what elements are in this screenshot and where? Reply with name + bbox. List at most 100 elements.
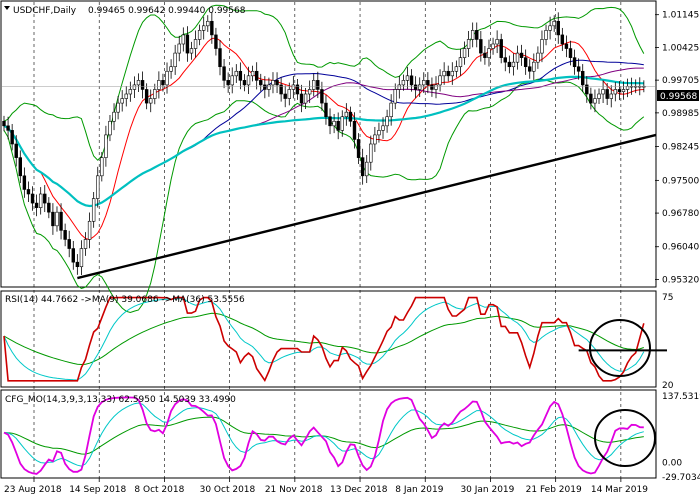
candle-147 — [601, 80, 605, 104]
candle-85 — [348, 106, 353, 127]
vertical-gridlines — [33, 2, 622, 478]
candle-6 — [26, 181, 31, 202]
candle-73 — [299, 84, 304, 113]
candle-99 — [405, 66, 410, 90]
candle-21 — [87, 212, 92, 249]
candle-59 — [242, 74, 247, 92]
candle-10 — [43, 185, 47, 213]
candle-87 — [356, 133, 361, 164]
candle-126 — [515, 45, 520, 70]
candle-119 — [487, 39, 491, 67]
axis-ticks: 1.01145 1.00425 0.99705 0.98985 0.98245 0.975… — [655, 11, 700, 483]
candle-123 — [503, 48, 507, 72]
x-tick-label-6: 8 Jan 2019 — [395, 485, 443, 495]
candle-74 — [303, 88, 308, 110]
candle-90 — [369, 135, 373, 171]
candle-93 — [381, 117, 385, 139]
x-tick-label-4: 21 Nov 2018 — [265, 485, 323, 495]
candle-88 — [360, 148, 365, 185]
candle-134 — [548, 16, 552, 40]
chart-title: USDCHF,Daily — [13, 6, 77, 16]
x-axis-labels: 23 Aug 2018 14 Sep 2018 8 Oct 2018 30 Oct 2… — [4, 478, 648, 495]
candle-20 — [83, 232, 88, 256]
candle-8 — [34, 194, 39, 217]
collapse-triangle-icon[interactable] — [4, 6, 10, 10]
candle-127 — [519, 44, 524, 66]
candle-102 — [417, 77, 422, 97]
y-tick-label-4: 0.98245 — [662, 143, 699, 153]
candle-113 — [462, 41, 467, 65]
candle-2 — [10, 123, 14, 151]
candle-54 — [222, 58, 226, 89]
candle-49 — [201, 16, 206, 40]
candle-122 — [499, 33, 503, 64]
candle-141 — [576, 58, 581, 80]
candle-16 — [67, 230, 71, 258]
candle-58 — [238, 62, 243, 90]
candle-116 — [475, 22, 479, 48]
candle-92 — [377, 122, 381, 143]
candle-15 — [63, 223, 67, 247]
candle-60 — [246, 66, 251, 94]
candle-139 — [568, 40, 573, 66]
x-tick-label-0: 23 Aug 2018 — [4, 485, 62, 495]
candle-143 — [585, 76, 589, 103]
candle-150 — [613, 82, 618, 102]
candle-125 — [511, 53, 516, 76]
candle-64 — [263, 76, 267, 99]
candle-106 — [434, 76, 438, 99]
candle-63 — [259, 73, 263, 92]
candle-83 — [340, 110, 344, 137]
x-tick-label-2: 8 Oct 2018 — [134, 485, 184, 495]
candle-138 — [564, 35, 569, 58]
candle-51 — [210, 12, 214, 44]
candle-114 — [466, 30, 471, 58]
candle-26 — [108, 115, 112, 142]
candle-31 — [128, 81, 133, 102]
candle-30 — [124, 86, 128, 107]
candle-65 — [267, 77, 271, 97]
candle-28 — [116, 95, 120, 120]
candle-120 — [491, 37, 495, 55]
cfg-circle-annotation — [594, 409, 656, 467]
candle-69 — [283, 85, 287, 108]
y-tick-label-1: 1.00425 — [662, 43, 699, 53]
candle-37 — [153, 83, 157, 105]
candle-14 — [59, 203, 63, 240]
candle-12 — [51, 203, 55, 235]
cfg-label: CFG_MO(14,3,9,3,13,33) 62.5950 14.5039 3… — [5, 395, 236, 405]
rsi-label: RSI(14) 44.7662 ->MA(9) 39.0686 ->MA(36)… — [5, 295, 245, 305]
candle-130 — [532, 53, 536, 80]
candle-96 — [393, 83, 397, 110]
trendline — [77, 133, 657, 280]
candle-81 — [332, 113, 336, 134]
x-tick-label-3: 30 Oct 2018 — [200, 485, 256, 495]
candle-47 — [193, 30, 198, 58]
candle-144 — [589, 87, 593, 110]
rsi-line — [3, 296, 645, 383]
candle-131 — [536, 46, 540, 69]
candle-104 — [426, 72, 430, 94]
candle-40 — [165, 62, 169, 94]
candle-33 — [136, 73, 141, 92]
candle-7 — [30, 186, 35, 211]
candle-94 — [385, 109, 389, 133]
candle-67 — [275, 72, 279, 93]
candle-75 — [307, 80, 312, 103]
candle-137 — [560, 27, 565, 51]
candle-25 — [104, 125, 108, 167]
candle-111 — [454, 60, 459, 78]
candle-152 — [621, 81, 626, 100]
candle-84 — [344, 103, 349, 126]
x-tick-label-9: 14 Mar 2019 — [591, 485, 648, 495]
candle-9 — [38, 187, 43, 215]
candle-36 — [149, 89, 153, 113]
ohlc-readout: 0.99465 0.99642 0.99440 0.99568 — [88, 6, 246, 16]
candle-71 — [291, 75, 296, 99]
candle-95 — [389, 94, 393, 126]
candle-29 — [120, 90, 124, 112]
cfg-signal-fast — [3, 402, 644, 467]
candle-68 — [279, 77, 283, 102]
